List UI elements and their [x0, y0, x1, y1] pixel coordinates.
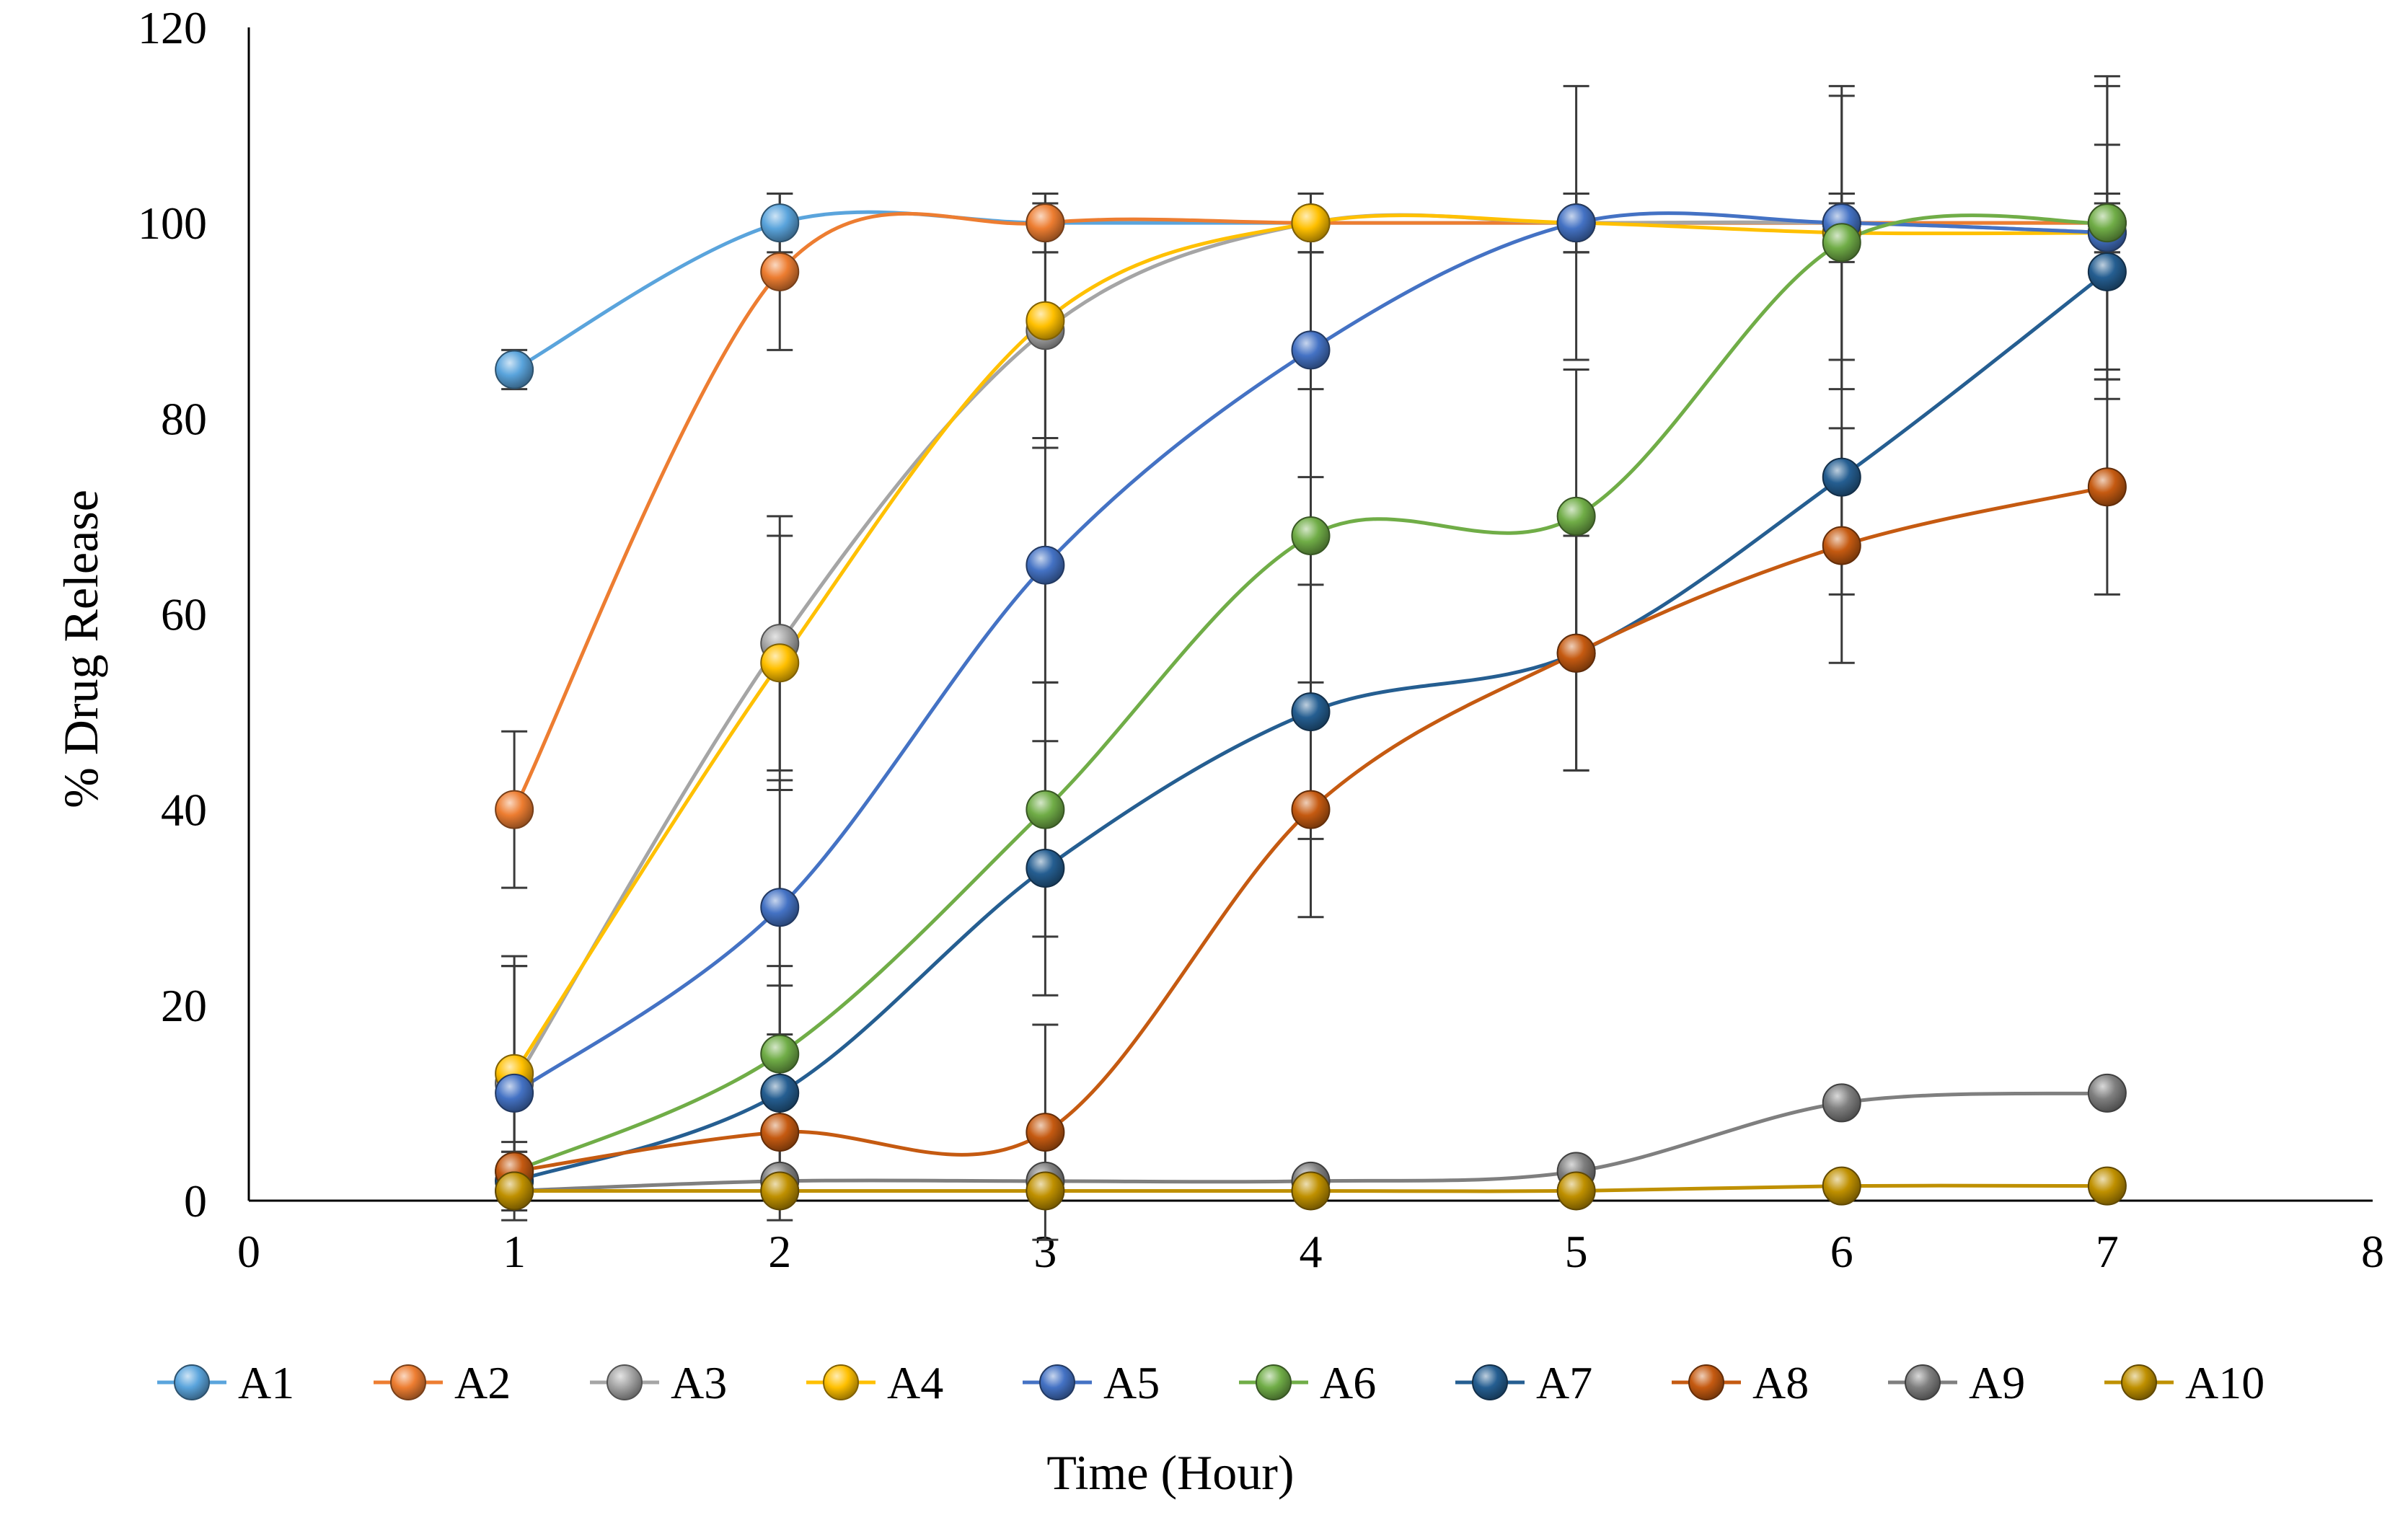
- y-axis-title: % Drug Release: [53, 490, 108, 808]
- data-point-a8: [2087, 467, 2127, 507]
- x-tick-label: 5: [1565, 1226, 1588, 1277]
- legend-marker: [174, 1364, 210, 1400]
- legend-marker: [607, 1364, 643, 1400]
- data-point-a7: [2087, 252, 2127, 291]
- data-point-a2: [495, 790, 534, 829]
- data-point-a5: [495, 1073, 534, 1113]
- legend-item-a4: A4: [806, 1357, 943, 1408]
- error-bars-layer: [501, 75, 2120, 1241]
- data-point-a6: [760, 1034, 800, 1074]
- legend-label: A9: [1969, 1357, 2025, 1408]
- data-point-a6: [1026, 790, 1065, 829]
- x-tick-label: 8: [2361, 1226, 2384, 1277]
- data-point-a5: [1291, 330, 1331, 370]
- data-point-a4: [760, 643, 800, 683]
- x-tick-label: 7: [2096, 1226, 2119, 1277]
- y-tick-label: 0: [184, 1175, 207, 1227]
- data-point-a8: [1026, 1113, 1065, 1152]
- data-point-a1: [495, 350, 534, 389]
- data-point-a6: [1556, 496, 1596, 536]
- x-tick-label: 2: [768, 1226, 791, 1277]
- y-tick-label: 100: [138, 198, 207, 249]
- legend-marker: [390, 1364, 426, 1400]
- legend-item-a2: A2: [374, 1357, 511, 1408]
- data-point-a9: [2087, 1073, 2127, 1113]
- legend-item-a9: A9: [1888, 1357, 2025, 1408]
- data-point-a8: [1556, 633, 1596, 673]
- legend-item-a6: A6: [1239, 1357, 1376, 1408]
- legend-label: A2: [454, 1357, 511, 1408]
- data-point-a4: [1026, 301, 1065, 340]
- y-tick-label: 60: [161, 589, 207, 640]
- legend-label: A8: [1752, 1357, 1809, 1408]
- legend-item-a1: A1: [157, 1357, 294, 1408]
- legend-marker: [823, 1364, 859, 1400]
- data-point-a5: [1026, 545, 1065, 585]
- legend: A1 A2 A3 A4 A5 A6 A7 A8 A9 A10: [157, 1357, 2264, 1408]
- x-tick-label: 0: [237, 1226, 260, 1277]
- data-point-a10: [1556, 1171, 1596, 1211]
- data-point-a6: [1291, 516, 1331, 556]
- data-point-a5: [760, 888, 800, 927]
- legend-label: A1: [238, 1357, 294, 1408]
- legend-label: A10: [2185, 1357, 2264, 1408]
- data-point-a7: [760, 1073, 800, 1113]
- x-tick-label: 1: [503, 1226, 526, 1277]
- data-point-a10: [760, 1171, 800, 1211]
- legend-item-a5: A5: [1023, 1357, 1160, 1408]
- data-point-a6: [2087, 203, 2127, 243]
- markers-layer: [495, 203, 2127, 1211]
- legend-item-a7: A7: [1455, 1357, 1592, 1408]
- legend-marker: [1688, 1364, 1724, 1400]
- y-tick-label: 20: [161, 980, 207, 1031]
- data-point-a10: [2087, 1166, 2127, 1206]
- x-tick-label: 6: [1830, 1226, 1853, 1277]
- legend-marker: [2121, 1364, 2157, 1400]
- legend-marker: [1039, 1364, 1075, 1400]
- data-point-a2: [760, 252, 800, 291]
- data-point-a10: [495, 1171, 534, 1211]
- data-point-a1: [760, 203, 800, 243]
- x-axis-title: Time (Hour): [1046, 1445, 1294, 1500]
- data-point-a8: [760, 1113, 800, 1152]
- data-point-a7: [1291, 692, 1331, 732]
- data-point-a9: [1822, 1083, 1861, 1123]
- y-tick-label: 40: [161, 785, 207, 836]
- legend-label: A7: [1536, 1357, 1592, 1408]
- data-point-a10: [1291, 1171, 1331, 1211]
- data-point-a10: [1822, 1166, 1861, 1206]
- y-tick-label: 120: [138, 2, 207, 53]
- legend-item-a10: A10: [2104, 1357, 2264, 1408]
- data-point-a8: [1822, 526, 1861, 565]
- legend-marker: [1256, 1364, 1292, 1400]
- data-point-a6: [1822, 223, 1861, 262]
- legend-label: A4: [887, 1357, 943, 1408]
- legend-item-a8: A8: [1672, 1357, 1809, 1408]
- data-point-a10: [1026, 1171, 1065, 1211]
- legend-marker: [1905, 1364, 1941, 1400]
- data-point-a7: [1822, 457, 1861, 497]
- legend-label: A6: [1320, 1357, 1376, 1408]
- y-tick-label: 80: [161, 393, 207, 444]
- data-point-a4: [1291, 203, 1331, 243]
- legend-label: A3: [671, 1357, 727, 1408]
- legend-item-a3: A3: [590, 1357, 727, 1408]
- legend-label: A5: [1103, 1357, 1160, 1408]
- data-point-a2: [1026, 203, 1065, 243]
- legend-marker: [1472, 1364, 1508, 1400]
- x-tick-label: 4: [1300, 1226, 1323, 1277]
- data-point-a8: [1291, 790, 1331, 829]
- data-point-a5: [1556, 203, 1596, 243]
- data-point-a7: [1026, 849, 1065, 888]
